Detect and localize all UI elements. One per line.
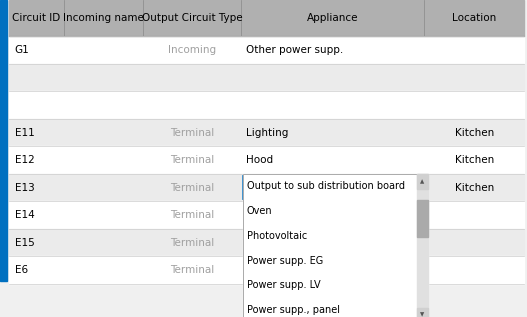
Bar (9, 229, 524, 256)
Text: Terminal: Terminal (170, 210, 214, 220)
Bar (243, 176, 422, 199)
Bar (9, 174, 524, 202)
Bar (9, 146, 524, 174)
Text: Circuit ID: Circuit ID (13, 13, 61, 23)
Bar (0, 0, 7, 281)
Text: Power supp. LV: Power supp. LV (247, 280, 320, 290)
Text: Incoming name: Incoming name (63, 13, 144, 23)
Text: E11: E11 (15, 128, 34, 138)
Text: E6: E6 (15, 265, 28, 275)
Text: E13: E13 (15, 183, 34, 193)
Text: Terminal: Terminal (170, 265, 214, 275)
Text: Oven|: Oven| (246, 183, 277, 193)
Text: Lighting: Lighting (247, 128, 289, 138)
Text: Photovoltaic: Photovoltaic (247, 231, 307, 241)
Bar (243, 174, 427, 317)
Text: Oven: Oven (247, 206, 272, 216)
Bar (417, 174, 427, 189)
Text: E15: E15 (15, 238, 34, 248)
Bar (9, 256, 524, 284)
Bar (417, 174, 427, 317)
Text: Terminal: Terminal (170, 128, 214, 138)
Text: E12: E12 (15, 155, 34, 165)
Text: Output Circuit Type: Output Circuit Type (142, 13, 242, 23)
Text: Power supp., panel: Power supp., panel (247, 305, 340, 315)
Bar (417, 200, 427, 237)
Text: Terminal: Terminal (170, 238, 214, 248)
Text: Terminal: Terminal (170, 155, 214, 165)
Text: Terminal: Terminal (170, 183, 214, 193)
Text: Kitchen: Kitchen (455, 128, 494, 138)
Text: Other power supp.: Other power supp. (247, 45, 344, 55)
Bar (9, 202, 524, 229)
Text: Hood: Hood (247, 155, 274, 165)
Bar (243, 174, 427, 317)
Text: ▼: ▼ (412, 183, 418, 192)
Text: Power supp. EG: Power supp. EG (247, 256, 323, 266)
Text: Incoming: Incoming (168, 45, 216, 55)
Text: Kitchen: Kitchen (455, 183, 494, 193)
Text: Location: Location (452, 13, 496, 23)
Text: ▼: ▼ (420, 313, 425, 317)
Bar (407, 176, 422, 199)
Text: E14: E14 (15, 210, 34, 220)
Bar (9, 0, 524, 36)
Bar (9, 119, 524, 146)
Bar (9, 92, 524, 119)
Text: Kitchen: Kitchen (455, 155, 494, 165)
Text: Output to sub distribution board: Output to sub distribution board (247, 181, 405, 191)
Bar (9, 36, 524, 64)
Bar (9, 64, 524, 92)
Bar (417, 307, 427, 317)
Text: ▲: ▲ (420, 179, 425, 184)
Text: Appliance: Appliance (307, 13, 358, 23)
Text: G1: G1 (15, 45, 30, 55)
